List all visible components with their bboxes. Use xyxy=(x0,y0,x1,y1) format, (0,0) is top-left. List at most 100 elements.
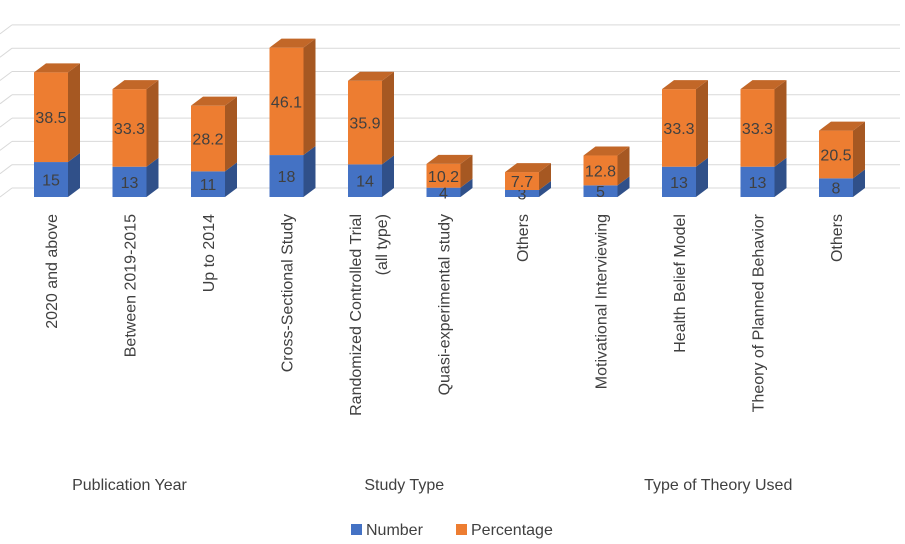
legend-label-percentage: Percentage xyxy=(471,522,553,539)
bar-top-face xyxy=(112,80,159,90)
data-label-number: 14 xyxy=(356,174,374,191)
bar-number-front xyxy=(583,185,618,197)
data-label-number: 13 xyxy=(749,175,767,192)
category-label: Theory of Planned Behavior xyxy=(751,213,768,412)
data-label-number: 5 xyxy=(596,184,605,201)
bar-top-face xyxy=(583,146,630,156)
bar-number-front xyxy=(662,166,696,197)
legend-swatch-number xyxy=(351,524,362,535)
bar-percentage-front xyxy=(348,80,382,165)
bar-top-face xyxy=(34,63,80,73)
data-label-percentage: 33.3 xyxy=(663,121,694,138)
bar-number-side xyxy=(146,157,159,197)
bar-top-face xyxy=(740,80,787,90)
data-label-number: 18 xyxy=(278,169,296,186)
category-label: Others xyxy=(829,214,846,262)
legend-label-number: Number xyxy=(366,522,424,539)
bar-number-side xyxy=(382,155,394,197)
group-label: Publication Year xyxy=(72,477,187,494)
category-label: Motivational Interviewing xyxy=(594,214,611,389)
group-label: Study Type xyxy=(364,477,444,494)
bar-number-front xyxy=(191,171,225,197)
category-label: Others xyxy=(515,214,532,262)
group-labels: Publication Year Study Type Type of Theory… xyxy=(72,477,792,494)
gridline-edge xyxy=(0,47,13,58)
bar-top-face xyxy=(426,154,473,164)
gridline-edge xyxy=(0,164,13,175)
bar-number-side xyxy=(539,181,551,197)
data-label-percentage: 38.5 xyxy=(35,110,66,127)
bar-percentage-side xyxy=(303,38,316,156)
bar-percentage-front xyxy=(34,72,68,163)
gridline-edge xyxy=(0,71,13,81)
bar-top-face xyxy=(269,38,316,48)
gridline-edge xyxy=(0,94,13,105)
bar-percentage-front xyxy=(269,47,304,156)
gridline-edge xyxy=(0,24,13,35)
category-label: Up to 2014 xyxy=(201,214,218,292)
data-label-number: 11 xyxy=(200,177,217,194)
data-label-percentage: 10.2 xyxy=(428,169,459,186)
category-label: Randomized Controlled Trial (all type) xyxy=(348,214,391,416)
bar-percentage-side xyxy=(617,146,630,186)
data-label-percentage: 35.9 xyxy=(349,116,380,133)
bar-number-front xyxy=(348,164,382,197)
data-label-percentage: 7.7 xyxy=(511,174,533,191)
group-label: Type of Theory Used xyxy=(644,477,792,494)
bar-top-face xyxy=(191,96,237,106)
bar-number-front xyxy=(269,155,304,197)
bar-number-side xyxy=(68,153,80,197)
bar-number-front xyxy=(426,187,461,197)
bar-number-side xyxy=(774,157,787,197)
bar-percentage-front xyxy=(740,89,775,167)
category-labels: 2020 and above Between 2019-2015 Up to 201… xyxy=(44,213,846,416)
gridline-edge xyxy=(0,187,13,198)
bar-percentage-side xyxy=(696,80,708,167)
bar-percentage-front xyxy=(191,105,225,172)
bar-percentage-front xyxy=(662,89,696,167)
bar-percentage-side xyxy=(853,121,865,179)
data-label-number: 3 xyxy=(518,187,527,204)
bar-number-side xyxy=(460,178,473,197)
bar-percentage-side xyxy=(539,163,551,191)
bar-number-side xyxy=(696,157,708,197)
gridline-edge xyxy=(0,140,13,151)
category-label: Quasi-experimental study xyxy=(437,214,454,395)
category-label: Between 2019-2015 xyxy=(123,214,140,357)
bar-number-front xyxy=(819,178,853,197)
data-label-percentage: 20.5 xyxy=(820,147,851,164)
legend: Number Percentage xyxy=(351,522,553,539)
bar-percentage-side xyxy=(225,96,237,172)
gridline-edge xyxy=(0,117,13,128)
bar-top-face xyxy=(348,71,394,81)
data-label-number: 8 xyxy=(832,181,841,198)
bar-percentage-side xyxy=(774,80,787,167)
bar-number-front xyxy=(505,190,539,197)
bar-percentage-side xyxy=(68,63,80,163)
bar-percentage-front xyxy=(426,163,461,188)
data-label-number: 13 xyxy=(121,175,139,192)
bar-top-face xyxy=(819,121,865,131)
bar-series: 15 38.5 13 33.3 11 28.2 18 46.1 14 35.9 410.2 37.7 5… xyxy=(34,38,865,204)
bar-number-front xyxy=(112,166,147,197)
data-label-percentage: 33.3 xyxy=(742,121,773,138)
bar-top-face xyxy=(505,163,551,173)
category-label: Health Belief Model xyxy=(672,214,689,353)
bar-number-front xyxy=(740,166,775,197)
bar-top-face xyxy=(662,80,708,90)
gridlines xyxy=(0,24,900,198)
legend-swatch-percentage xyxy=(456,524,467,535)
bar-number-side xyxy=(303,146,316,197)
category-label: 2020 and above xyxy=(44,214,61,329)
data-label-number: 15 xyxy=(42,173,60,190)
data-label-percentage: 12.8 xyxy=(585,163,616,180)
bar-number-front xyxy=(34,162,68,197)
bar-percentage-front xyxy=(505,172,539,191)
data-label-number: 4 xyxy=(439,185,448,202)
data-label-percentage: 33.3 xyxy=(114,121,145,138)
bar-number-side xyxy=(853,169,865,197)
bar-percentage-side xyxy=(460,154,473,188)
bar-number-side xyxy=(617,176,630,197)
data-label-number: 13 xyxy=(670,175,688,192)
